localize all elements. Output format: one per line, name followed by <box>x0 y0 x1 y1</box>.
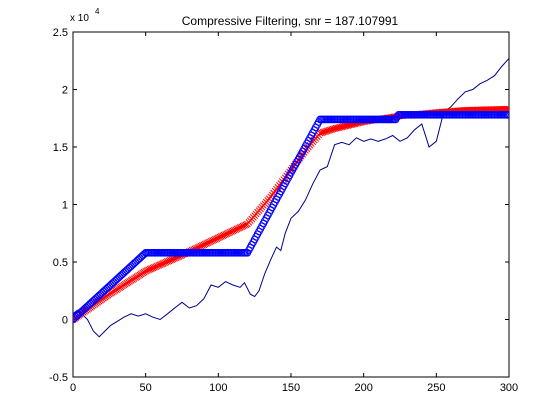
series-layer <box>73 58 509 338</box>
series-line <box>73 58 509 338</box>
x-tick-label: 150 <box>282 382 300 394</box>
x-tick-label: 100 <box>209 382 227 394</box>
series-0 <box>73 111 509 324</box>
y-scale-exponent: 4 <box>95 7 100 16</box>
series-2 <box>73 58 509 338</box>
y-tick-label: 1 <box>62 200 68 212</box>
circle-marker <box>73 315 77 324</box>
x-tick-label: 300 <box>500 382 518 394</box>
x-tick-label: 250 <box>427 382 445 394</box>
y-tick-label: 0.5 <box>53 257 68 269</box>
axis-ticks: 0 50 100 150 200 250 300-0.500.511.522.5 <box>49 27 518 394</box>
y-scale-base: x 10 <box>70 13 89 24</box>
y-tick-label: 2.5 <box>53 27 68 39</box>
y-tick-label: 2 <box>62 85 68 97</box>
circle-marker <box>505 111 509 119</box>
y-tick-label: -0.5 <box>49 372 68 384</box>
x-tick-label: 200 <box>354 382 372 394</box>
y-scale-label: x 10 4 <box>70 7 100 24</box>
y-tick-label: 1.5 <box>53 142 68 154</box>
y-tick-label: 0 <box>62 315 68 327</box>
x-tick-label: 50 <box>140 382 152 394</box>
chart-title: Compressive Filtering, snr = 187.107991 <box>182 14 399 28</box>
x-tick-label: 0 <box>70 382 76 394</box>
plot-area <box>72 31 510 378</box>
